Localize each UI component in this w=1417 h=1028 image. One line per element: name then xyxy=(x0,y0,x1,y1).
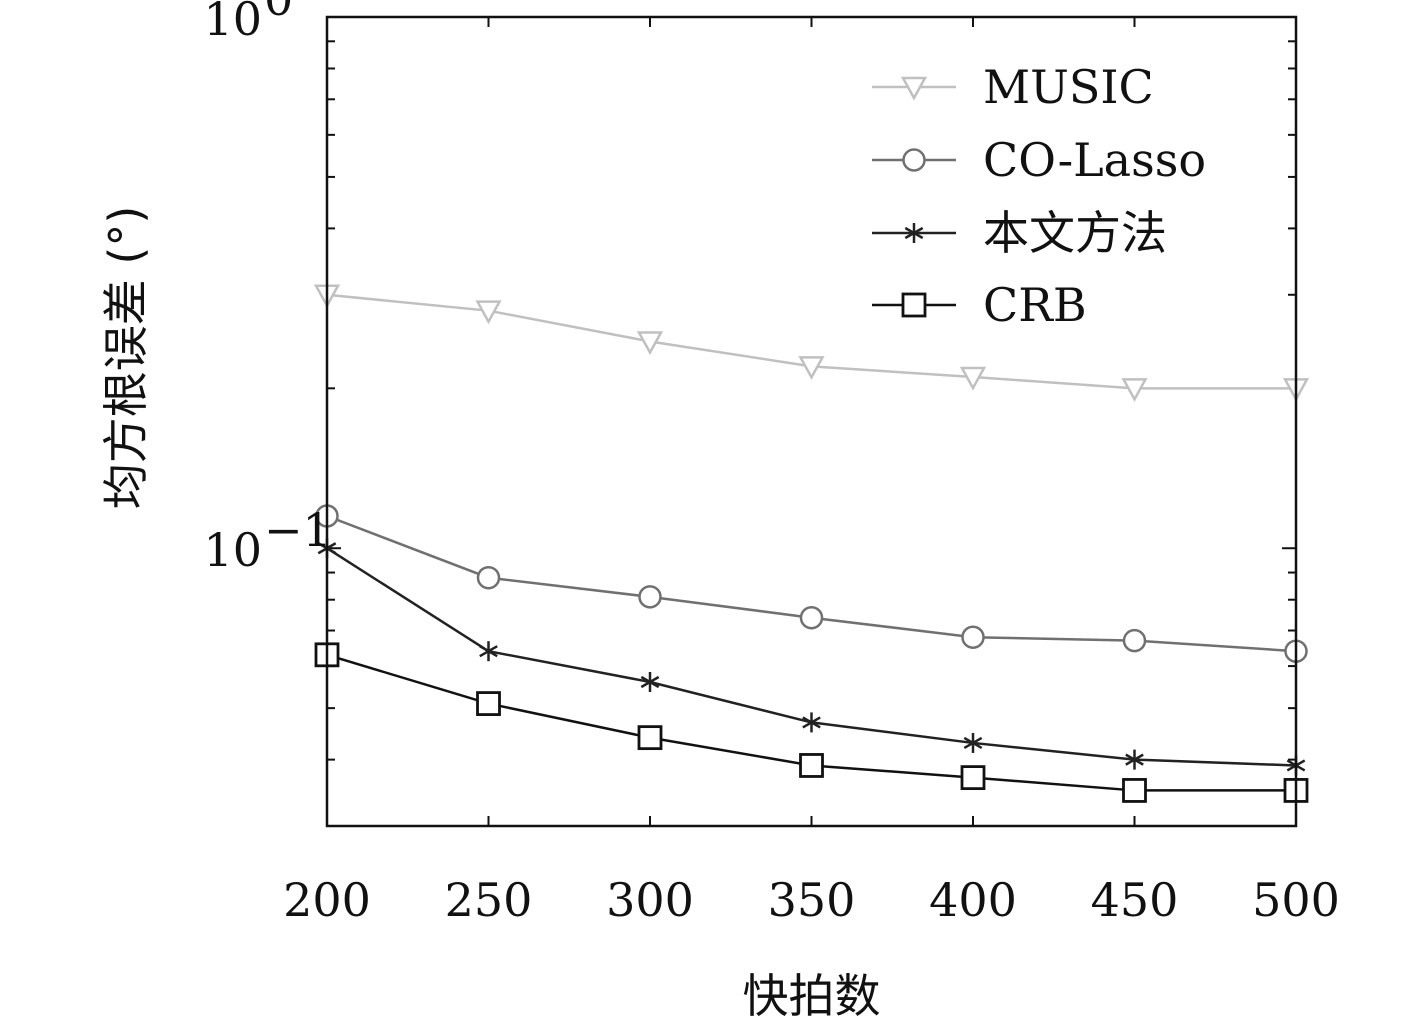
data-point xyxy=(799,605,824,630)
legend: MUSIC CO-Lasso 本文方法 CRB xyxy=(872,60,1206,332)
legend-item: 本文方法 xyxy=(872,206,1167,260)
series-line xyxy=(326,547,1297,767)
series-本文方法 xyxy=(317,538,1306,776)
series-CRB xyxy=(314,642,1309,803)
legend-item: CRB xyxy=(872,278,1087,332)
data-point xyxy=(798,356,825,380)
plot-frame xyxy=(325,15,1298,828)
data-point xyxy=(637,725,663,751)
data-point xyxy=(1125,749,1144,770)
data-point xyxy=(479,641,498,662)
legend-item: CO-Lasso xyxy=(872,133,1206,187)
x-tick-labels: 200 250 300 350 400 450 500 xyxy=(283,873,1340,927)
y-tick-exponent: 0 xyxy=(264,0,293,26)
data-point xyxy=(959,366,987,391)
data-point xyxy=(640,672,660,693)
y-tick-labels: 10010−1 xyxy=(203,0,331,577)
legend-label: CO-Lasso xyxy=(983,133,1206,187)
x-tick-label: 250 xyxy=(445,873,533,927)
legend-label: 本文方法 xyxy=(983,206,1167,260)
data-point xyxy=(904,223,924,243)
series-layer xyxy=(313,284,1310,803)
data-point xyxy=(1122,628,1147,653)
x-tick-label: 500 xyxy=(1252,873,1340,927)
legend-label: MUSIC xyxy=(983,60,1154,114)
data-point xyxy=(638,585,662,609)
x-tick-label: 300 xyxy=(606,873,694,927)
data-point xyxy=(1121,378,1148,402)
data-point xyxy=(900,76,928,101)
x-tick-label: 200 xyxy=(283,873,371,927)
x-tick-label: 400 xyxy=(929,873,1017,927)
data-point xyxy=(799,753,824,778)
data-point xyxy=(960,765,986,791)
x-axis-label: 快拍数 xyxy=(743,969,881,1023)
x-tick-label: 450 xyxy=(1091,873,1179,927)
y-tick-label: 10 xyxy=(203,523,262,577)
y-tick-label: 10 xyxy=(203,0,262,46)
data-point xyxy=(1122,778,1147,803)
series-line xyxy=(326,514,1297,653)
data-point xyxy=(475,300,502,325)
data-point xyxy=(802,712,821,733)
series-MUSIC xyxy=(313,284,1310,402)
data-point xyxy=(901,292,927,318)
data-point xyxy=(902,148,926,172)
data-point xyxy=(961,625,985,649)
data-point xyxy=(476,691,501,716)
legend-label: CRB xyxy=(983,278,1087,332)
data-point xyxy=(963,732,983,753)
data-point xyxy=(476,565,501,590)
legend-item: MUSIC xyxy=(872,60,1154,114)
y-tick-exponent: −1 xyxy=(264,503,332,557)
x-tick-label: 350 xyxy=(768,873,856,927)
data-point xyxy=(636,331,664,356)
series-CO-Lasso xyxy=(315,504,1308,663)
y-axis-label: 均方根误差 (°) xyxy=(99,206,153,510)
